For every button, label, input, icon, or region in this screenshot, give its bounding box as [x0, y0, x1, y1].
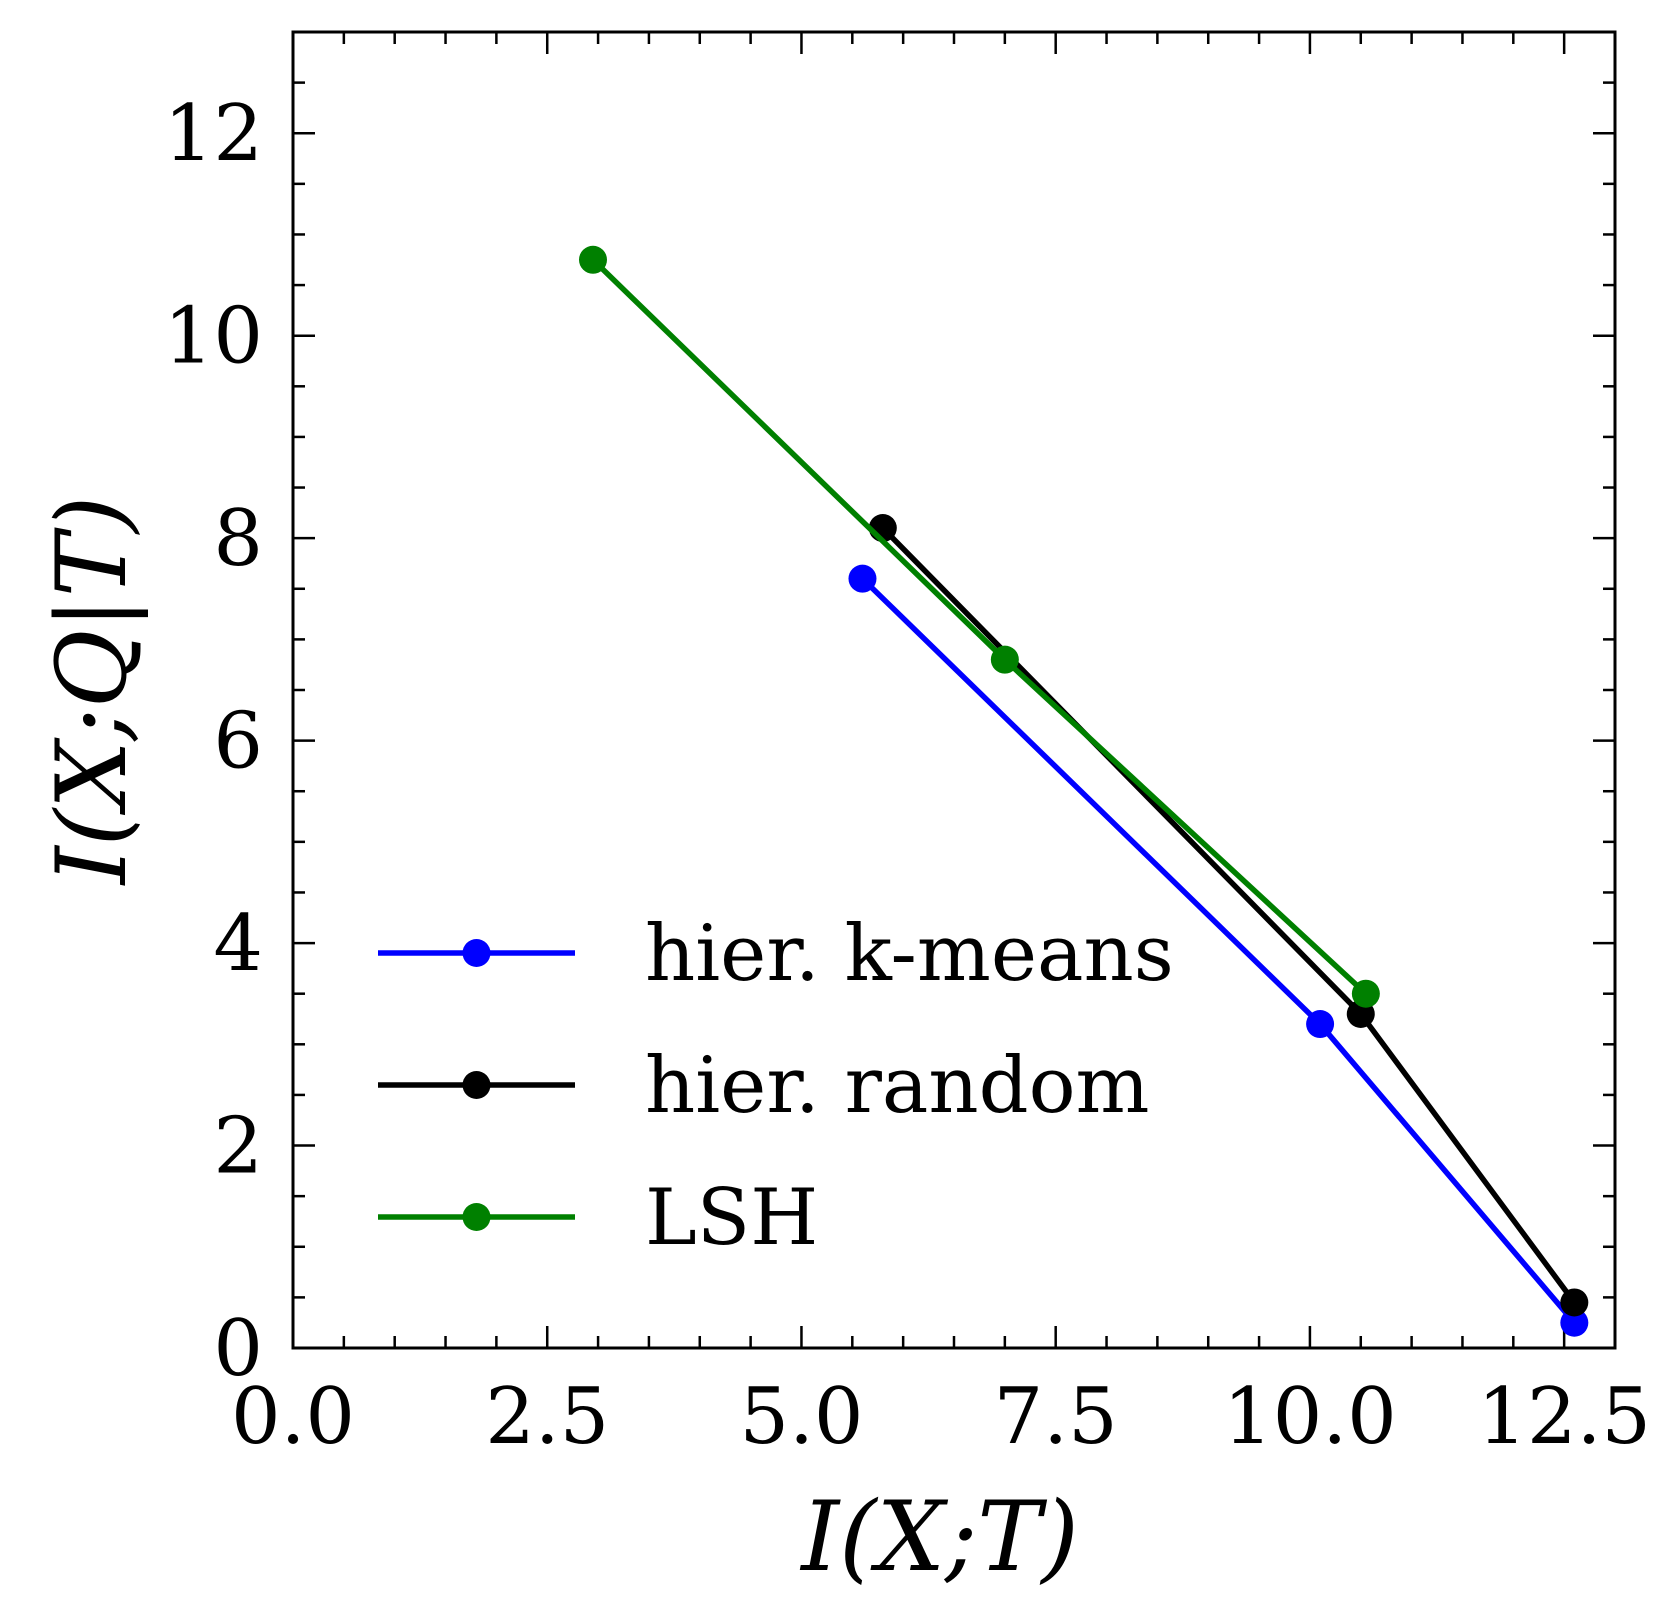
- x-tick-label: 12.5: [1477, 1372, 1651, 1462]
- y-tick-label: 10: [164, 292, 263, 382]
- legend-marker: [462, 1071, 491, 1099]
- x-tick-label: 0.0: [231, 1372, 355, 1462]
- data-point: [848, 564, 877, 593]
- series-lsh: [578, 245, 1380, 1008]
- x-tick-label: 7.5: [994, 1372, 1118, 1462]
- series-hier-random: [868, 514, 1589, 1317]
- x-tick-label: 5.0: [739, 1372, 863, 1462]
- legend-label: LSH: [645, 1173, 818, 1263]
- x-tick-labels: 0.0 2.5 5.0 7.5 10.0 12.5: [231, 1372, 1651, 1462]
- x-axis-title: I(X;T): [799, 1481, 1079, 1593]
- legend-item: hier. random: [378, 1041, 1150, 1131]
- y-tick-label: 0: [213, 1304, 263, 1394]
- y-tick-label: 8: [213, 494, 263, 584]
- plot-frame: [291, 30, 1617, 1350]
- data-point: [1306, 1010, 1335, 1039]
- legend-item: LSH: [378, 1173, 818, 1263]
- legend-marker: [462, 939, 491, 967]
- legend-item: hier. k-means: [378, 909, 1174, 999]
- series-layer: [578, 245, 1589, 1337]
- series-hier-k-means: [848, 564, 1589, 1337]
- y-tick-label: 6: [213, 697, 263, 787]
- y-tick-label: 12: [164, 89, 263, 179]
- legend-label: hier. random: [645, 1041, 1150, 1131]
- y-tick-labels: 0 2 4 6 8 10 12: [164, 89, 263, 1394]
- data-point: [1560, 1308, 1589, 1337]
- legend-marker: [462, 1203, 491, 1231]
- minor-ticks: [293, 30, 1617, 1348]
- data-point: [1560, 1288, 1589, 1317]
- data-point: [1351, 979, 1380, 1008]
- major-ticks: [291, 32, 1615, 1350]
- data-point: [578, 245, 607, 274]
- y-tick-label: 4: [213, 899, 263, 989]
- legend-label: hier. k-means: [645, 909, 1174, 999]
- legend: hier. k-means hier. random LSH: [378, 909, 1174, 1263]
- y-tick-label: 2: [213, 1102, 263, 1192]
- y-axis-title: I(X;Q|T): [36, 496, 148, 887]
- x-tick-label: 2.5: [485, 1372, 609, 1462]
- data-point: [990, 645, 1019, 674]
- x-tick-label: 10.0: [1223, 1372, 1397, 1462]
